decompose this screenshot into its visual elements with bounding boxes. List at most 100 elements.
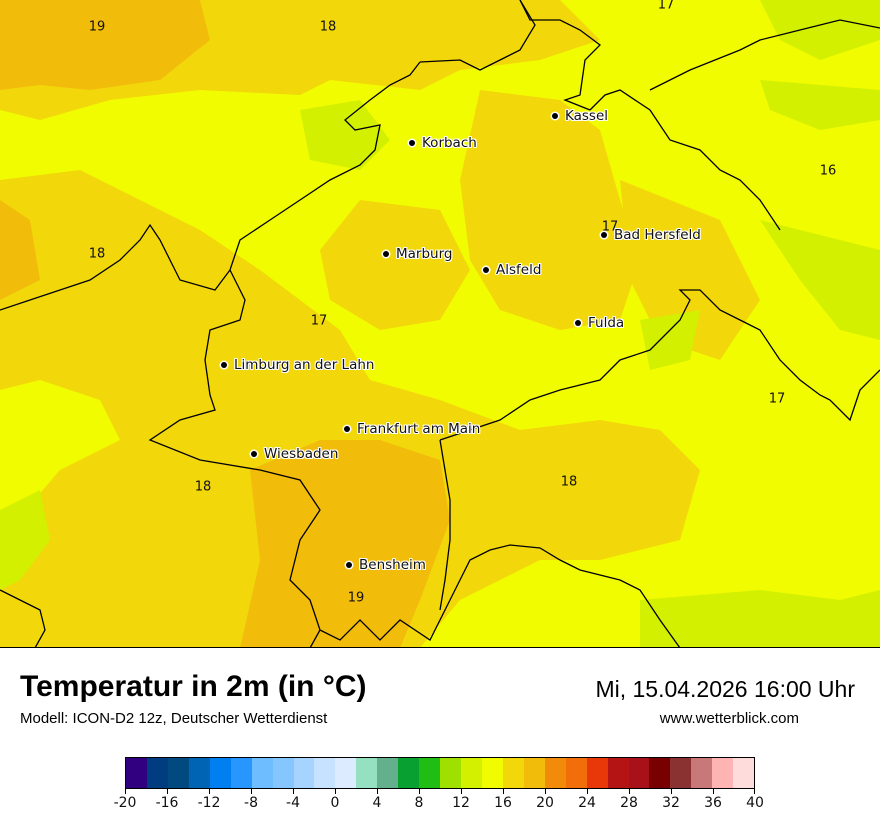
colorbar-segment [440, 758, 461, 788]
colorbar-segment [335, 758, 357, 788]
colorbar-segment [188, 758, 210, 788]
city-marker-alsfeld: Alsfeld [483, 262, 541, 278]
colorbar-tick-label: -16 [155, 795, 179, 811]
colorbar-tick [293, 789, 294, 794]
city-label: Fulda [588, 315, 625, 331]
colorbar-segment [461, 758, 482, 788]
colorbar-tick-label: 12 [452, 795, 470, 811]
forecast-datetime: Mi, 15.04.2026 16:00 Uhr [595, 676, 855, 702]
colorbar-segment [419, 758, 441, 788]
colorbar-segment [167, 758, 189, 788]
colorbar-segment [209, 758, 231, 788]
colorbar-tick-label: 4 [372, 795, 382, 811]
city-dot-icon [251, 451, 257, 457]
colorbar-tick [629, 789, 630, 794]
temperature-value-label: 18 [88, 246, 106, 262]
colorbar-segment [628, 758, 650, 788]
temperature-colorbar [125, 757, 755, 789]
temperature-value-label: 17 [657, 0, 675, 13]
city-marker-kassel: Kassel [552, 108, 608, 124]
city-dot-icon [575, 320, 581, 326]
city-dot-icon [601, 232, 607, 238]
colorbar-tick-label: -12 [197, 795, 221, 811]
city-label: Limburg an der Lahn [234, 357, 375, 373]
website-link[interactable]: www.wetterblick.com [659, 710, 799, 727]
city-dot-icon [483, 267, 489, 273]
city-label: Bensheim [359, 557, 426, 573]
temperature-value-label: 17 [310, 313, 328, 329]
colorbar-ticks: -20 -16 -12 -8 -4 0 4 8 12 16 20 24 28 32 36 40 [114, 789, 764, 819]
city-label: Alsfeld [496, 262, 542, 278]
colorbar-tick-label: 36 [704, 795, 722, 811]
colorbar-tick-label: 16 [494, 795, 512, 811]
colorbar-segment [565, 758, 587, 788]
city-dot-icon [221, 362, 227, 368]
colorbar-segment [607, 758, 629, 788]
colorbar-tick [545, 789, 546, 794]
city-dot-icon [383, 251, 389, 257]
colorbar-segment [712, 758, 734, 788]
temperature-value-label: 18 [319, 19, 337, 35]
temperature-value-label: 18 [194, 479, 212, 495]
colorbar-segment [481, 758, 503, 788]
city-marker-frankfurt: Frankfurt am Main [344, 421, 480, 437]
colorbar-segment [502, 758, 524, 788]
colorbar-segment [586, 758, 608, 788]
colorbar-tick-label: 40 [746, 795, 764, 811]
colorbar-segment [377, 758, 399, 788]
city-dot-icon [552, 113, 558, 119]
colorbar-segment [314, 758, 336, 788]
city-marker-korbach: Korbach [409, 135, 477, 151]
colorbar-tick [713, 789, 714, 794]
colorbar-tick [671, 789, 672, 794]
city-marker-limburg: Limburg an der Lahn [221, 357, 374, 373]
colorbar-tick [377, 789, 378, 794]
colorbar-tick [754, 789, 755, 794]
colorbar-tick-label: 32 [662, 795, 680, 811]
colorbar-tick-label: 24 [578, 795, 596, 811]
colorbar-tick-label: -20 [113, 795, 137, 811]
colorbar-tick [419, 789, 420, 794]
temperature-map: Kassel Korbach Marburg Alsfeld Bad Hersf… [0, 0, 880, 648]
city-marker-marburg: Marburg [383, 246, 452, 262]
colorbar-tick [587, 789, 588, 794]
colorbar-tick [209, 789, 210, 794]
city-dot-icon [409, 140, 415, 146]
temperature-value-label: 16 [819, 163, 837, 179]
city-label: Korbach [422, 135, 477, 151]
colorbar-segment [544, 758, 566, 788]
temperature-value-label: 19 [88, 19, 106, 35]
colorbar-tick [251, 789, 252, 794]
colorbar-tick-label: 0 [330, 795, 340, 811]
city-marker-bad-hersfeld: Bad Hersfeld [601, 227, 701, 243]
colorbar-segment [691, 758, 713, 788]
city-label: Wiesbaden [264, 446, 339, 462]
city-label: Kassel [565, 108, 609, 124]
colorbar-tick-label: 28 [620, 795, 638, 811]
colorbar-tick-label: 8 [414, 795, 424, 811]
colorbar-tick [503, 789, 504, 794]
map-title: Temperatur in 2m (in °C) [20, 670, 367, 703]
colorbar-tick [335, 789, 336, 794]
colorbar-segment [356, 758, 378, 788]
temperature-value-label: 17 [601, 219, 619, 235]
colorbar-tick [167, 789, 168, 794]
colorbar-tick [125, 789, 126, 794]
temperature-field [0, 0, 880, 647]
city-label: Bad Hersfeld [614, 227, 701, 243]
colorbar-segment [293, 758, 315, 788]
colorbar-segment [272, 758, 294, 788]
colorbar-tick-label: -4 [286, 795, 300, 811]
colorbar-tick [461, 789, 462, 794]
colorbar-segment [649, 758, 671, 788]
colorbar-segment [733, 758, 755, 788]
city-label: Marburg [396, 246, 453, 262]
city-marker-fulda: Fulda [575, 315, 624, 331]
temperature-value-label: 17 [768, 391, 786, 407]
colorbar-segment [230, 758, 252, 788]
colorbar-tick-label: -8 [244, 795, 258, 811]
colorbar-segment [670, 758, 692, 788]
city-label: Frankfurt am Main [357, 421, 481, 437]
colorbar-segment [146, 758, 168, 788]
colorbar-segment [398, 758, 420, 788]
